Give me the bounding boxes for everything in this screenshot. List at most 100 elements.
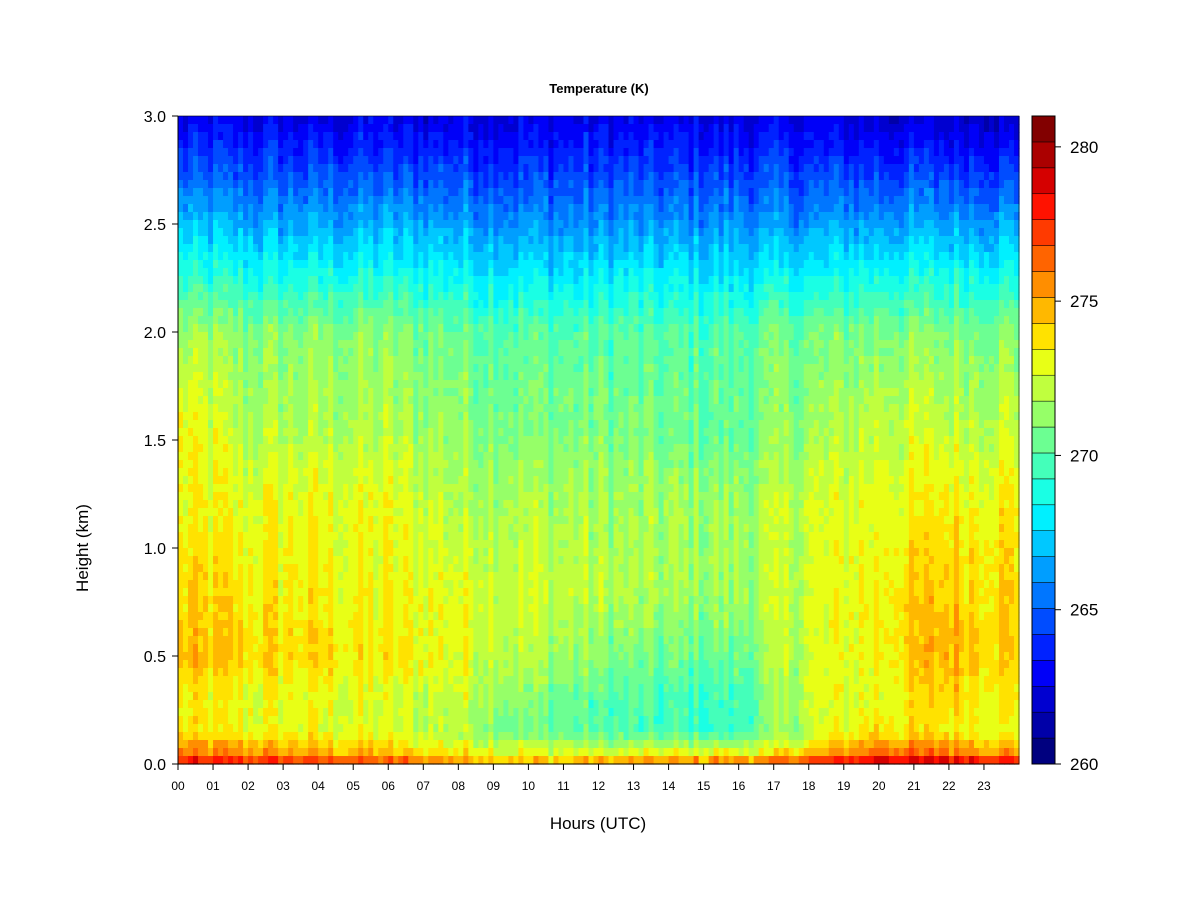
heatmap-cell [848, 132, 855, 141]
heatmap-cell [403, 268, 409, 277]
heatmap-cell [948, 276, 955, 285]
heatmap-cell [823, 260, 830, 269]
heatmap-cell [943, 244, 950, 253]
heatmap-cell [268, 276, 274, 285]
heatmap-cell [838, 164, 845, 173]
heatmap-cell [593, 324, 600, 333]
heatmap-cell [428, 348, 434, 357]
heatmap-cell [748, 252, 755, 261]
heatmap-cell [898, 268, 905, 277]
heatmap-cell [928, 340, 935, 349]
heatmap-cell [778, 212, 785, 221]
heatmap-cell [533, 316, 540, 325]
heatmap-cell [228, 164, 234, 173]
heatmap-cell [338, 228, 344, 237]
heatmap-cell [753, 244, 760, 253]
heatmap-cell [488, 228, 494, 237]
heatmap-cell [578, 140, 585, 149]
heatmap-cell [618, 260, 625, 269]
heatmap-cell [258, 316, 264, 325]
heatmap-cell [663, 116, 670, 125]
heatmap-cell [463, 348, 469, 357]
heatmap-cell [588, 124, 595, 133]
heatmap-cell [993, 124, 1000, 133]
heatmap-cell [528, 292, 535, 301]
heatmap-cell [798, 260, 805, 269]
heatmap-cell [578, 340, 585, 349]
heatmap-cell [978, 180, 985, 189]
heatmap-cell [318, 212, 324, 221]
heatmap-cell [1013, 156, 1020, 165]
heatmap-cell [593, 244, 600, 253]
heatmap-cell [298, 188, 304, 197]
heatmap-cell [778, 148, 785, 157]
heatmap-cell [268, 188, 274, 197]
heatmap-cell [448, 228, 454, 237]
heatmap-cell [963, 308, 970, 317]
heatmap-cell [313, 324, 319, 333]
heatmap-cell [198, 156, 204, 165]
heatmap-cell [293, 252, 299, 261]
heatmap-cell [408, 340, 414, 349]
heatmap-cell [753, 284, 760, 293]
heatmap-cell [283, 116, 289, 125]
heatmap-cell [608, 140, 615, 149]
heatmap-cell [688, 292, 695, 301]
heatmap-cell [178, 172, 184, 181]
heatmap-cell [468, 348, 474, 357]
heatmap-cell [698, 124, 705, 133]
heatmap-cell [813, 140, 820, 149]
heatmap-cell [963, 164, 970, 173]
heatmap-cell [983, 252, 990, 261]
heatmap-cell [868, 132, 875, 141]
heatmap-cell [893, 124, 900, 133]
heatmap-cell [768, 188, 775, 197]
heatmap-cell [193, 268, 199, 277]
heatmap-cell [443, 236, 449, 245]
heatmap-cell [943, 212, 950, 221]
heatmap-cell [738, 276, 745, 285]
heatmap-cell [438, 172, 444, 181]
heatmap-cell [348, 156, 354, 165]
heatmap-cell [513, 324, 520, 333]
heatmap-cell [973, 180, 980, 189]
heatmap-cell [538, 228, 545, 237]
heatmap-cell [388, 300, 394, 309]
heatmap-cell [493, 220, 499, 229]
heatmap-cell [653, 148, 660, 157]
heatmap-cell [958, 292, 965, 301]
heatmap-cell [563, 212, 570, 221]
heatmap-cell [243, 156, 249, 165]
heatmap-cell [428, 204, 434, 213]
heatmap-cell [753, 300, 760, 309]
heatmap-cell [1008, 148, 1015, 157]
heatmap-cell [738, 308, 745, 317]
heatmap-cell [1008, 316, 1015, 325]
heatmap-cell [303, 316, 309, 325]
heatmap-cell [498, 140, 504, 149]
heatmap-cell [978, 252, 985, 261]
heatmap-cell [968, 188, 975, 197]
heatmap-cell [318, 188, 324, 197]
heatmap-cell [528, 172, 535, 181]
heatmap-cell [178, 252, 184, 261]
heatmap-cell [203, 236, 209, 245]
heatmap-cell [353, 292, 359, 301]
heatmap-cell [353, 324, 359, 333]
heatmap-cell [888, 204, 895, 213]
heatmap-cell [543, 300, 550, 309]
heatmap-cell [913, 148, 920, 157]
heatmap-cell [558, 156, 565, 165]
heatmap-cell [913, 212, 920, 221]
heatmap-cell [648, 132, 655, 141]
heatmap-cell [398, 148, 404, 157]
heatmap-cell [603, 180, 610, 189]
heatmap-cell [258, 260, 264, 269]
heatmap-cell [788, 124, 795, 133]
heatmap-cell [533, 228, 540, 237]
heatmap-cell [788, 116, 795, 125]
heatmap-cell [688, 244, 695, 253]
heatmap-cell [253, 116, 259, 125]
heatmap-cell [208, 348, 214, 357]
heatmap-cell [498, 316, 504, 325]
